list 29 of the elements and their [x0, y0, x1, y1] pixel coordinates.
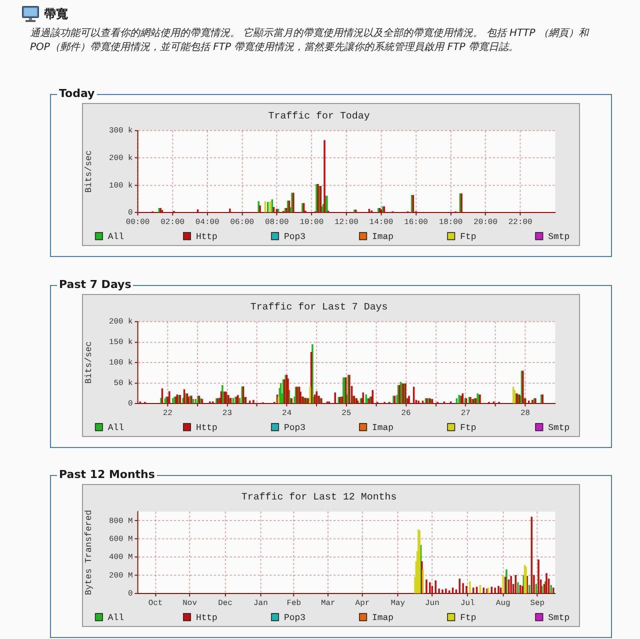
- chart-title: Past 12 Months: [57, 468, 157, 482]
- legend-label: Http: [196, 422, 218, 432]
- legend-label: Http: [196, 232, 218, 242]
- text: 帶寬: [44, 6, 68, 22]
- legend-label: Imap: [372, 422, 394, 432]
- legend-label: Pop3: [284, 613, 306, 623]
- y-axis-title: Bits/sec: [84, 150, 94, 193]
- legend-label: Pop3: [284, 232, 306, 242]
- legend-label: Http: [196, 613, 218, 623]
- text: 通過該功能可以查看你的網站使用的帶寬情況。 它顯示當月的帶寬使用情況以及全部的帶寬使用情況。 包括 HTTP （網頁）和 POP（郵件）帶寬使用情況，並可能包括 FTP 帶寬使用情況，當然要先讓你的系統管理員啟用 FTP 帶寬日誌。: [30, 27, 590, 54]
- legend-label: Ftp: [460, 613, 476, 623]
- legend-label: Smtp: [548, 613, 570, 623]
- legend-label: Ftp: [460, 422, 476, 432]
- legend-label: Smtp: [548, 422, 570, 432]
- legend-label: Imap: [372, 613, 394, 623]
- chart-subtitle: Traffic for Last 12 Months: [241, 491, 397, 502]
- legend-label: Pop3: [284, 422, 306, 432]
- legend-label: Imap: [372, 232, 394, 242]
- chart-subtitle: Traffic for Last 7 Days: [250, 300, 388, 312]
- chart-title: Past 7 Days: [57, 278, 134, 292]
- legend-label: All: [108, 422, 124, 432]
- chart-title: Today: [57, 87, 97, 101]
- y-axis-title: Bits/sec: [84, 340, 94, 384]
- y-axis-title: Bytes Transfered: [84, 510, 94, 596]
- legend-label: Ftp: [460, 232, 476, 242]
- legend-label: All: [108, 232, 124, 242]
- chart-subtitle: Traffic for Today: [268, 110, 370, 122]
- legend-label: All: [108, 613, 124, 623]
- legend-label: Smtp: [548, 232, 570, 242]
